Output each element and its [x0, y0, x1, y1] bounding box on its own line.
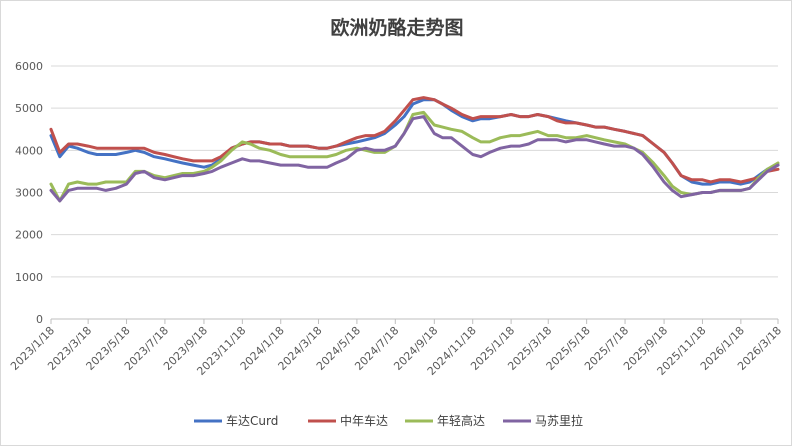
y-tick-label: 6000	[15, 60, 43, 73]
y-tick-label: 4000	[15, 144, 43, 157]
chart-legend: 车达Curd 中年车达 年轻高达 马苏里拉	[194, 413, 583, 428]
y-tick-label: 1000	[15, 271, 43, 284]
y-tick-label: 5000	[15, 102, 43, 115]
y-tick-label: 3000	[15, 187, 43, 200]
chart-title: 欧洲奶酪走势图	[330, 16, 463, 39]
legend-label-1: 车达Curd	[226, 413, 278, 428]
y-tick-label: 0	[36, 313, 43, 326]
series-line-3	[49, 110, 780, 203]
legend-label-4: 马苏里拉	[535, 413, 583, 428]
series-line-1	[49, 98, 780, 186]
series-layer	[49, 96, 780, 203]
legend-label-3: 年轻高达	[437, 413, 485, 428]
series-line-2	[49, 96, 780, 184]
y-tick-label: 2000	[15, 229, 43, 242]
legend-label-2: 中年车达	[340, 413, 388, 428]
series-line-4	[49, 115, 780, 203]
grid-layer	[51, 65, 778, 278]
